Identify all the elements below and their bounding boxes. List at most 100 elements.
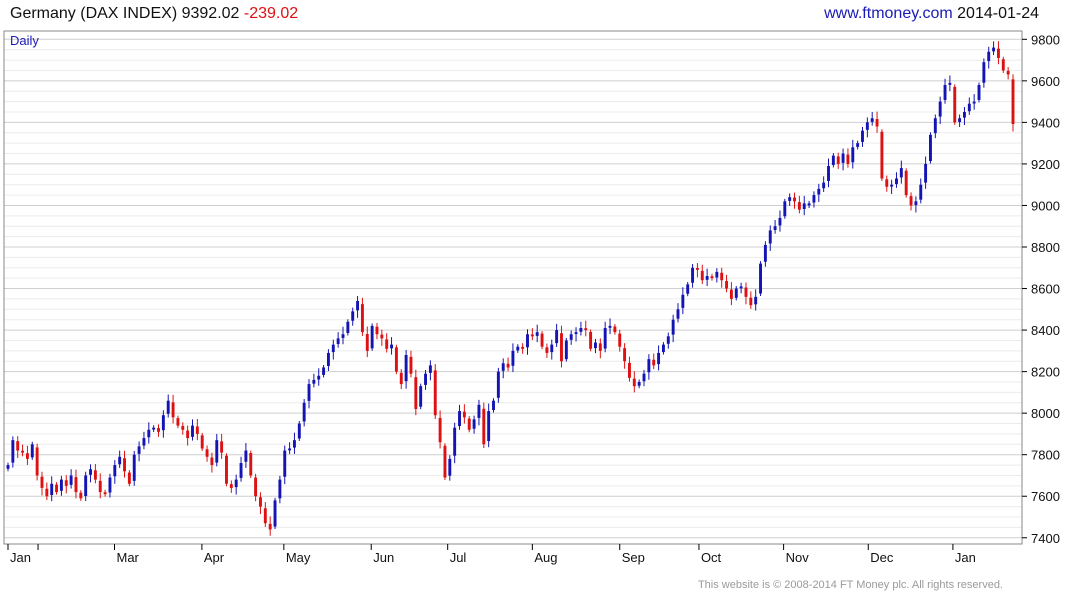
candle (627, 356, 631, 382)
candle (186, 425, 190, 446)
candle (666, 332, 670, 349)
y-tick-label: 7800 (1031, 448, 1060, 463)
candle (589, 329, 593, 352)
candle (390, 337, 394, 355)
candle (705, 268, 709, 287)
candle (584, 320, 588, 337)
candle (419, 383, 423, 410)
candle (501, 358, 505, 379)
x-tick-label: Sep (622, 550, 645, 565)
candle (521, 343, 525, 354)
candle (118, 450, 122, 468)
candle (725, 274, 729, 293)
y-tick-label: 8000 (1031, 406, 1060, 421)
candle (220, 433, 224, 459)
candle (759, 261, 762, 297)
candle (433, 364, 437, 419)
candle (6, 462, 10, 472)
y-tick-label: 9400 (1031, 115, 1060, 130)
x-tick-label: Aug (534, 550, 557, 565)
candle (278, 475, 282, 504)
candle (336, 332, 340, 348)
candle (35, 443, 39, 481)
candle (477, 399, 481, 426)
last-price: 9392.02 (181, 5, 240, 22)
y-tick-label: 9000 (1031, 198, 1060, 213)
candle (161, 410, 165, 438)
candle (861, 126, 864, 147)
candle (113, 460, 117, 484)
candle (249, 450, 253, 478)
candle (453, 422, 457, 464)
price-change: -239.02 (243, 5, 299, 22)
candle (399, 369, 403, 390)
candle (93, 464, 97, 484)
candle (438, 410, 442, 449)
candle (817, 183, 821, 202)
candle (996, 41, 1000, 65)
candle (74, 469, 78, 499)
y-tick-label: 8600 (1031, 282, 1060, 297)
candle (205, 445, 209, 462)
candle (64, 475, 68, 494)
candle (545, 343, 549, 358)
candle (613, 324, 617, 335)
candle (691, 264, 695, 288)
candle (385, 333, 389, 353)
candle (25, 445, 29, 466)
x-axis-ticks: Jan Mar Apr May Jun Jul Aug Sep Oct Nov Dec Jan (7, 544, 976, 565)
candle (157, 424, 160, 437)
candle (506, 357, 510, 372)
candle (394, 344, 398, 375)
x-tick-label: Jul (450, 550, 467, 565)
candle (870, 112, 874, 126)
candle (555, 323, 559, 347)
candle (142, 431, 146, 450)
candle (608, 318, 612, 335)
candle (268, 516, 272, 536)
candle (103, 489, 107, 497)
candle (987, 46, 991, 69)
candle (841, 148, 845, 171)
instrument-name: Germany (DAX INDEX) (10, 5, 178, 22)
candle (482, 402, 486, 449)
candle (594, 338, 597, 354)
y-tick-label: 7600 (1031, 489, 1060, 504)
candle (812, 191, 816, 208)
candle (225, 453, 228, 487)
candle (511, 343, 515, 373)
candle (880, 129, 884, 181)
candles (6, 41, 1015, 536)
candle (564, 337, 568, 362)
chart-date: 2014-01-24 (957, 5, 1039, 22)
candle (69, 469, 73, 489)
candle (836, 152, 840, 169)
candle (317, 368, 321, 386)
candle (749, 291, 753, 309)
candle (137, 441, 141, 462)
candle (788, 193, 792, 206)
candle (890, 179, 894, 195)
candle (875, 111, 879, 133)
candle (292, 432, 296, 454)
candle (210, 452, 214, 473)
candle (574, 327, 578, 342)
period-label: Daily (10, 33, 39, 48)
candle (535, 324, 539, 343)
candle (695, 262, 699, 278)
copyright-footer: This website is © 2008-2014 FT Money plc… (697, 579, 1003, 591)
candle (132, 450, 136, 486)
candle (710, 273, 714, 281)
candle (895, 172, 898, 188)
site-link[interactable]: www.ftmoney.com (824, 5, 953, 22)
candle (929, 132, 932, 164)
candle (443, 443, 447, 481)
y-tick-label: 9800 (1031, 32, 1060, 47)
candle (778, 210, 782, 232)
candle (496, 367, 500, 403)
plot-frame (3, 30, 1023, 545)
candle (642, 369, 646, 387)
y-tick-label: 9600 (1031, 74, 1060, 89)
candle (307, 379, 311, 409)
